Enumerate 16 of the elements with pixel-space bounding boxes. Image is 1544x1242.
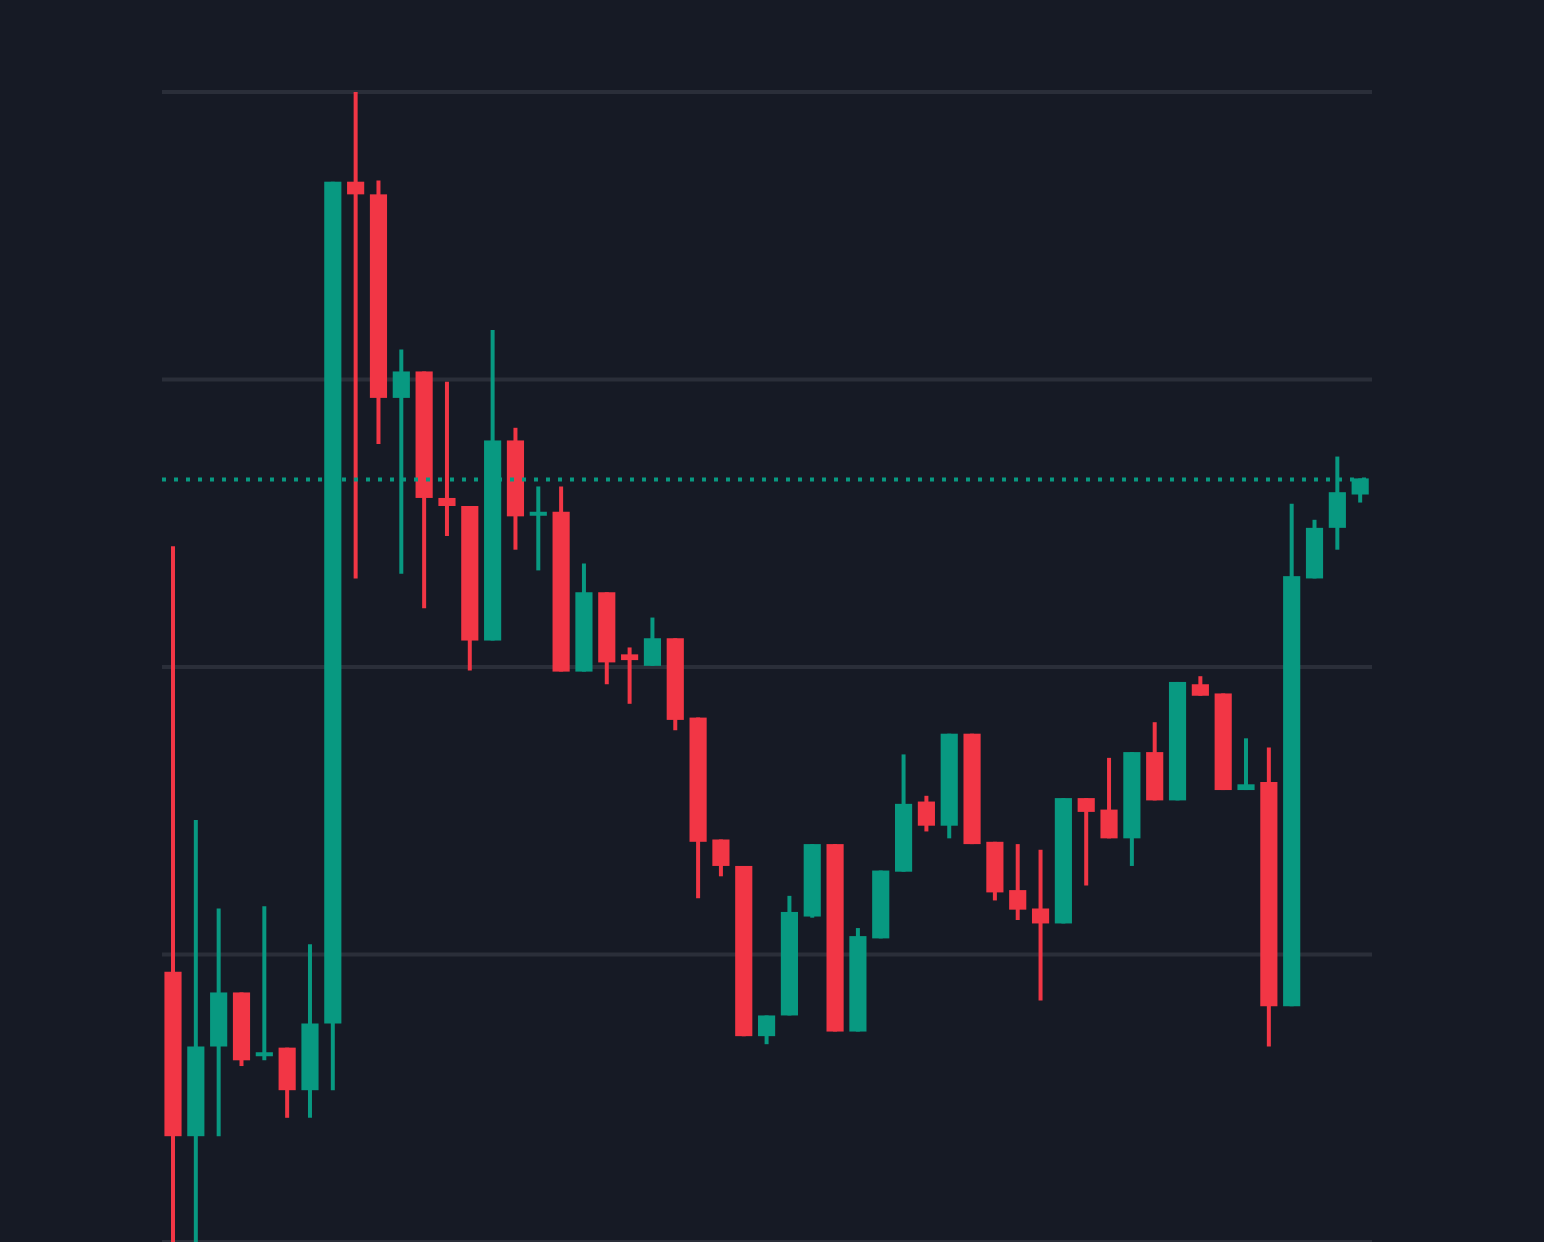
candlestick [1077,796,1095,888]
candlestick [529,484,547,573]
candlestick [712,837,730,879]
candlestick [255,904,273,1063]
candlestick [621,645,639,706]
candlestick [643,615,662,668]
candlestick [917,793,935,834]
candlestick [438,379,456,538]
candlestick [1237,736,1255,793]
candlestick [1009,842,1027,922]
candlestick [1031,847,1050,1003]
candlestick [1191,674,1209,698]
candlestick [347,92,365,581]
candlestick [278,1045,296,1120]
candlestick [1100,755,1118,841]
candlestick [758,1013,776,1047]
